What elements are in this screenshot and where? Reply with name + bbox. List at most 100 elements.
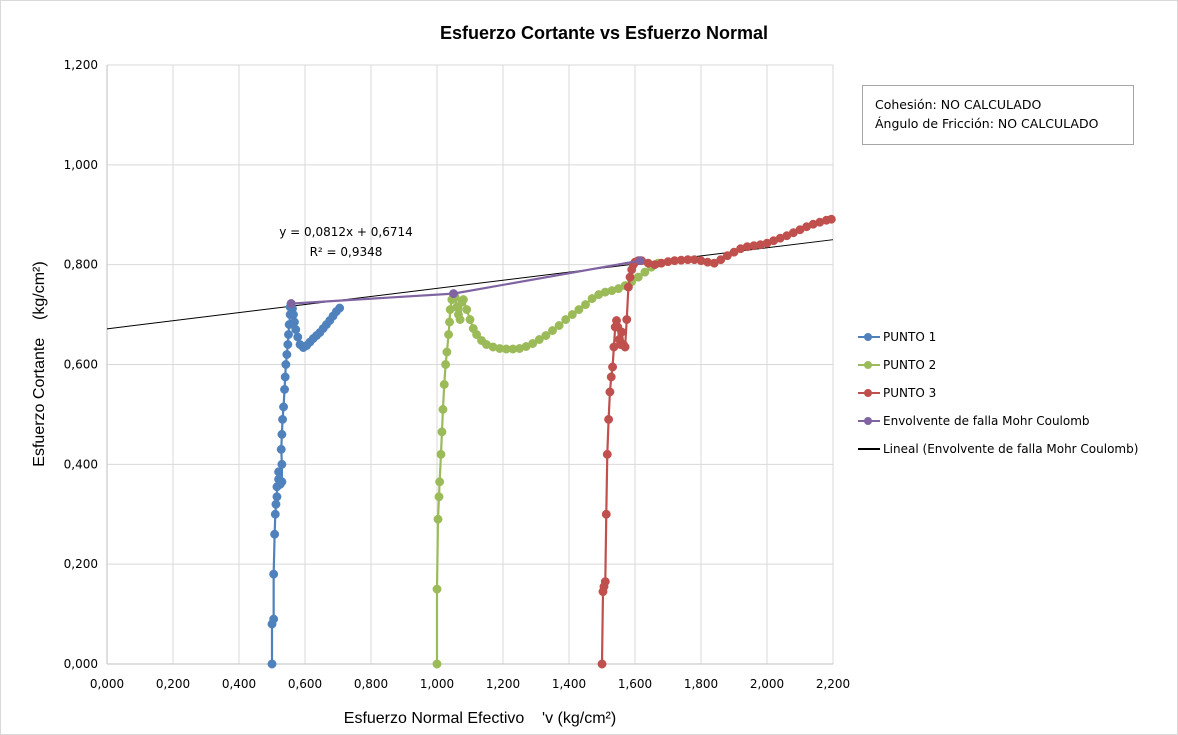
data-point	[528, 339, 538, 348]
data-point	[286, 299, 296, 309]
data-point	[620, 342, 630, 352]
data-point	[278, 414, 288, 424]
data-point	[472, 330, 482, 339]
data-point	[433, 514, 443, 524]
data-point	[608, 362, 618, 372]
series-1	[267, 299, 345, 669]
data-point	[449, 289, 458, 299]
data-point	[600, 577, 610, 587]
data-point	[269, 614, 279, 624]
x-tick-label: 0,800	[354, 677, 388, 691]
legend-item: Lineal (Envolvente de falla Mohr Coulomb…	[855, 435, 1175, 463]
y-tick-label: 1,000	[64, 158, 98, 172]
cohesion-text: Cohesión: NO CALCULADO	[875, 97, 1042, 112]
data-point	[281, 360, 291, 369]
y-tick-label: 1,200	[64, 58, 98, 72]
data-point	[437, 427, 447, 437]
data-point	[270, 529, 280, 539]
y-axis-label: Esfuerzo Cortante (kg/cm²)	[31, 261, 48, 466]
data-point	[617, 327, 627, 337]
data-point	[458, 295, 468, 305]
x-tick-label: 1,600	[618, 677, 652, 691]
data-point	[625, 272, 635, 282]
data-point	[567, 310, 577, 320]
data-point	[541, 331, 551, 340]
x-tick-label: 1,200	[486, 677, 520, 691]
legend-label: Envolvente de falla Mohr Coulomb	[883, 414, 1090, 428]
series-3	[597, 214, 836, 669]
data-point	[441, 360, 451, 369]
data-point	[280, 385, 289, 394]
friction-angle-text: Ángulo de Fricción: NO CALCULADO	[875, 116, 1099, 131]
data-point	[279, 402, 288, 412]
data-point	[277, 429, 287, 439]
trendline-equation: y = 0,0812x + 0,6714	[279, 225, 413, 239]
data-point	[270, 509, 280, 519]
data-point	[640, 267, 650, 277]
data-point	[534, 335, 544, 344]
legend-item: PUNTO 2	[855, 351, 1175, 379]
data-point	[587, 294, 597, 304]
trendline-r2: R² = 0,9348	[310, 245, 383, 259]
data-point	[561, 315, 571, 325]
data-point	[271, 499, 281, 509]
data-point	[826, 214, 836, 224]
data-point	[282, 350, 292, 359]
data-point	[267, 659, 277, 669]
data-point	[465, 315, 475, 325]
legend-marker-symbol	[864, 417, 872, 425]
legend-label: PUNTO 1	[883, 330, 937, 344]
legend-marker-symbol	[864, 333, 872, 341]
data-point	[335, 303, 345, 313]
data-point	[280, 372, 290, 382]
x-axis-label: Esfuerzo Normal Efectivo 'v (kg/cm²)	[344, 710, 616, 727]
y-tick-label: 0,000	[64, 657, 98, 671]
x-tick-label: 1,400	[552, 677, 586, 691]
y-tick-label: 0,400	[64, 457, 98, 471]
series-2	[432, 258, 663, 669]
legend-line-symbol	[858, 448, 880, 450]
data-point	[283, 340, 293, 349]
data-point	[272, 492, 282, 502]
data-point	[574, 305, 584, 315]
data-point	[602, 449, 612, 459]
trendline	[106, 239, 834, 330]
data-point	[435, 477, 445, 487]
data-point	[623, 282, 633, 292]
data-point	[269, 569, 279, 579]
y-tick-label: 0,800	[64, 258, 98, 272]
data-point	[434, 492, 444, 502]
data-point	[291, 325, 301, 335]
data-point	[445, 317, 454, 327]
data-point	[442, 347, 452, 357]
data-point	[293, 332, 303, 342]
legend-label: PUNTO 2	[883, 358, 937, 372]
data-point	[581, 300, 590, 310]
legend-item: PUNTO 1	[855, 323, 1175, 351]
data-point	[289, 310, 298, 320]
chart-title: Esfuerzo Cortante vs Esfuerzo Normal	[440, 23, 768, 43]
trendline-layer	[106, 239, 834, 330]
data-point	[436, 449, 446, 459]
gridlines	[107, 64, 834, 664]
axes: 0,000 0,200 0,400 0,600 0,800 1,000 1,200 1,400…	[64, 58, 851, 691]
data-point	[432, 584, 442, 594]
data-point	[601, 509, 611, 519]
data-point	[438, 404, 448, 414]
x-tick-label: 1,000	[420, 677, 454, 691]
series-layer	[267, 214, 836, 669]
legend-item: Envolvente de falla Mohr Coulomb	[855, 407, 1175, 435]
legend-label: Lineal (Envolvente de falla Mohr Coulomb…	[883, 442, 1139, 456]
data-point	[444, 330, 453, 339]
data-point	[289, 317, 299, 327]
data-point	[439, 380, 449, 389]
data-point	[635, 256, 645, 266]
x-tick-label: 2,000	[750, 677, 784, 691]
legend-item: PUNTO 3	[855, 379, 1175, 407]
results-note: Cohesión: NO CALCULADO Ángulo de Fricció…	[862, 85, 1134, 145]
data-point	[597, 659, 607, 669]
x-tick-label: 0,600	[288, 677, 322, 691]
y-tick-label: 0,200	[64, 557, 98, 571]
data-point	[716, 255, 726, 265]
